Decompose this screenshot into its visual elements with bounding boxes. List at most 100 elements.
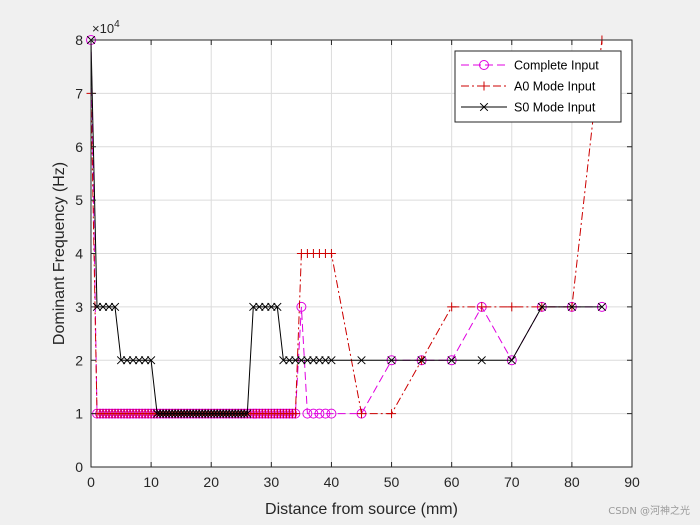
data-point bbox=[122, 356, 132, 365]
data-point bbox=[228, 409, 237, 418]
data-point bbox=[321, 356, 330, 365]
data-point bbox=[204, 409, 213, 418]
legend-item: S0 Mode Input bbox=[461, 101, 596, 115]
data-point bbox=[198, 409, 207, 418]
data-point bbox=[327, 356, 336, 365]
data-point bbox=[320, 408, 331, 419]
data-point bbox=[267, 302, 276, 312]
ticks bbox=[90, 39, 633, 468]
y-tick-label: 6 bbox=[75, 139, 83, 155]
y-tick-label: 7 bbox=[75, 85, 83, 101]
data-point bbox=[201, 409, 210, 418]
legend-marker bbox=[479, 81, 489, 91]
data-point bbox=[314, 408, 325, 419]
y-tick-label: 8 bbox=[75, 32, 83, 48]
data-point bbox=[128, 356, 138, 365]
data-point bbox=[134, 356, 144, 365]
x-tick-label: 50 bbox=[384, 474, 400, 490]
y-exponent-label: ×104 bbox=[92, 19, 120, 36]
data-point bbox=[308, 408, 319, 419]
x-tick-label: 10 bbox=[143, 474, 159, 490]
data-point bbox=[296, 301, 307, 312]
series-s0-mode-input bbox=[86, 35, 607, 418]
legend: Complete Input A0 Mode Input S0 Mode Input bbox=[454, 50, 622, 123]
y-tick-label: 2 bbox=[75, 352, 83, 368]
data-point bbox=[291, 356, 300, 365]
legend-label: Complete Input bbox=[514, 59, 599, 73]
y-tick-label: 1 bbox=[75, 406, 83, 422]
legend-item: Complete Input bbox=[461, 59, 599, 73]
data-point bbox=[179, 409, 189, 418]
watermark: CSDN @河神之光 bbox=[608, 504, 690, 517]
data-point bbox=[195, 409, 204, 418]
data-point bbox=[297, 356, 306, 365]
data-point bbox=[189, 409, 198, 418]
data-point bbox=[164, 409, 174, 418]
data-point bbox=[507, 356, 516, 365]
legend-marker bbox=[479, 102, 489, 112]
data-point bbox=[140, 356, 150, 365]
data-point bbox=[326, 249, 336, 258]
data-point bbox=[182, 409, 192, 418]
data-point bbox=[234, 409, 243, 418]
x-tick-label: 80 bbox=[564, 474, 580, 490]
data-point bbox=[537, 302, 547, 312]
data-point bbox=[290, 409, 300, 419]
legend-marker bbox=[479, 60, 489, 70]
data-point bbox=[477, 302, 487, 312]
legend-label: S0 Mode Input bbox=[514, 101, 596, 115]
data-point bbox=[315, 356, 324, 365]
data-point bbox=[222, 409, 231, 418]
data-point bbox=[249, 302, 258, 312]
data-point bbox=[152, 409, 162, 418]
y-axis-label: Dominant Frequency (Hz) bbox=[51, 162, 68, 345]
data-point bbox=[357, 356, 366, 365]
data-point bbox=[273, 302, 282, 312]
x-axis-label: Distance from source (mm) bbox=[265, 501, 458, 518]
data-point bbox=[477, 356, 486, 365]
x-tick-label: 30 bbox=[264, 474, 280, 490]
x-tick-label: 0 bbox=[87, 474, 95, 490]
data-point bbox=[255, 302, 264, 312]
data-point bbox=[567, 302, 577, 312]
x-tick-label: 40 bbox=[324, 474, 340, 490]
data-point bbox=[261, 302, 270, 312]
data-point bbox=[104, 302, 114, 312]
data-point bbox=[98, 302, 108, 312]
data-point bbox=[170, 409, 180, 418]
y-tick-label: 5 bbox=[75, 192, 83, 208]
legend-label: A0 Mode Input bbox=[514, 80, 596, 94]
data-point bbox=[302, 408, 313, 419]
data-point bbox=[387, 409, 397, 419]
y-tick-label: 0 bbox=[75, 459, 83, 475]
data-point bbox=[309, 356, 318, 365]
data-point bbox=[192, 409, 201, 418]
data-point bbox=[597, 302, 607, 312]
data-point bbox=[219, 409, 228, 418]
x-tick-label: 20 bbox=[203, 474, 219, 490]
data-point bbox=[155, 409, 165, 418]
data-point bbox=[207, 409, 216, 418]
data-point bbox=[237, 409, 246, 418]
data-point bbox=[507, 302, 517, 312]
data-point bbox=[285, 356, 294, 365]
data-point bbox=[158, 409, 168, 418]
x-tick-label: 60 bbox=[444, 474, 460, 490]
data-point bbox=[447, 356, 456, 365]
data-point bbox=[110, 302, 120, 312]
data-point bbox=[387, 356, 396, 365]
data-point bbox=[240, 409, 249, 418]
data-point bbox=[167, 409, 177, 418]
tick-labels: 0 10 20 30 40 50 60 70 80 90 0 1 2 3 4 5 6 7 8 bbox=[75, 32, 640, 490]
x-tick-label: 90 bbox=[624, 474, 640, 490]
x-tick-label: 70 bbox=[504, 474, 520, 490]
data-point bbox=[92, 302, 102, 312]
data-point bbox=[186, 409, 195, 418]
data-point bbox=[417, 356, 426, 365]
data-point bbox=[357, 409, 366, 419]
data-point bbox=[225, 409, 234, 418]
data-point bbox=[176, 409, 186, 418]
data-point bbox=[116, 356, 126, 365]
data-point bbox=[303, 356, 312, 365]
